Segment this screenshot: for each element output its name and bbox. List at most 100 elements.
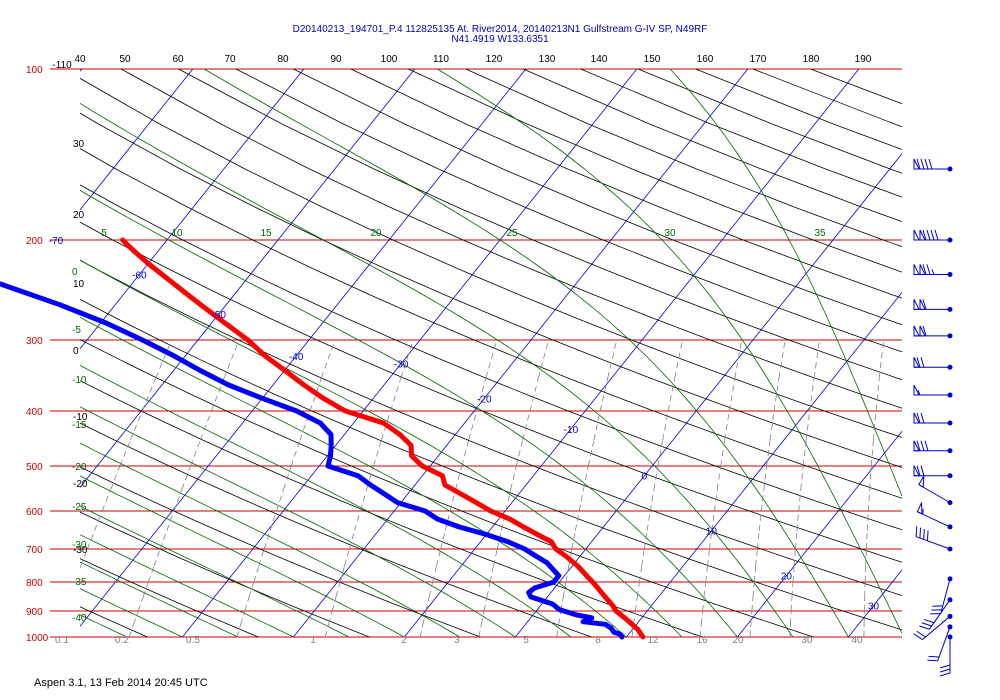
dry-adiabat-lines bbox=[79, 68, 903, 638]
moist-adiabat-label: -10 bbox=[72, 375, 87, 386]
wind-barb bbox=[930, 576, 953, 615]
dry-adiabat-line bbox=[79, 148, 903, 499]
mixing-ratio-line bbox=[236, 339, 336, 638]
dry-adiabat-line bbox=[79, 606, 148, 638]
dry-adiabat-line bbox=[810, 68, 903, 105]
wind-barb-full bbox=[915, 526, 918, 537]
moist-adiabat-label: -35 bbox=[72, 577, 87, 588]
moist-adiabat-label: -40 bbox=[72, 613, 87, 624]
wind-barb bbox=[919, 597, 953, 630]
isotherm-label: -60 bbox=[132, 270, 147, 281]
pressure-label: 800 bbox=[26, 578, 43, 589]
isotherm-lines bbox=[79, 68, 903, 638]
wind-barb-full bbox=[916, 465, 921, 476]
pressure-label: 200 bbox=[26, 236, 43, 247]
wind-barb bbox=[927, 624, 953, 662]
wind-barb-full bbox=[923, 618, 935, 624]
wind-barb bbox=[913, 440, 953, 454]
isotherm-label: 30 bbox=[868, 601, 880, 612]
moist-adiabat-line bbox=[79, 534, 294, 638]
footer-text: Aspen 3.1, 13 Feb 2014 20:45 UTC bbox=[34, 677, 208, 689]
mixing-ratio-line bbox=[556, 339, 618, 638]
moist-adiabat-line bbox=[79, 102, 794, 638]
top-scale-label: 170 bbox=[750, 54, 767, 65]
temperature-trace bbox=[120, 237, 646, 640]
isotherm-line bbox=[293, 68, 749, 638]
moist-adiabat-label: -25 bbox=[72, 502, 87, 513]
top-scale-label: 100 bbox=[381, 54, 398, 65]
isotherm-label: -70 bbox=[49, 236, 64, 247]
wind-barb-flag bbox=[918, 475, 925, 488]
left-scale-label: 20 bbox=[73, 210, 85, 221]
wind-barb-flag bbox=[913, 229, 920, 241]
mixing-ratio-line bbox=[128, 339, 240, 638]
wind-barb-half bbox=[917, 389, 921, 396]
wind-barb-staff bbox=[928, 599, 951, 630]
wind-barb-full bbox=[926, 229, 931, 241]
isotherm-label: -10 bbox=[564, 425, 579, 436]
left-scale-label: 10 bbox=[73, 279, 85, 290]
left-scale-label: 0 bbox=[73, 346, 79, 357]
dry-adiabat-line bbox=[752, 68, 903, 128]
moist-adiabat-label: 25 bbox=[506, 228, 518, 239]
top-scale-label: 80 bbox=[277, 54, 289, 65]
isotherm-label: 10 bbox=[706, 527, 718, 538]
wind-barb-full bbox=[930, 229, 935, 241]
moist-adiabat-line bbox=[79, 259, 683, 638]
pressure-label: 900 bbox=[26, 607, 43, 618]
wind-barb bbox=[913, 299, 953, 312]
top-scale-label: 140 bbox=[591, 54, 608, 65]
mixing-ratio-label: 5 bbox=[523, 635, 529, 646]
moist-adiabat-label: -20 bbox=[72, 462, 87, 473]
isotherm-line bbox=[79, 68, 305, 349]
wind-barb-full bbox=[922, 299, 927, 310]
moist-adiabat-label: 35 bbox=[814, 228, 826, 239]
wind-barb-full bbox=[920, 465, 925, 476]
dry-adiabat-line bbox=[408, 68, 903, 273]
wind-barb-staff bbox=[918, 484, 951, 504]
dry-adiabat-line bbox=[178, 68, 903, 381]
wind-barb-full bbox=[939, 672, 951, 677]
isotherm-label: 0 bbox=[642, 472, 648, 483]
isotherm-label: 20 bbox=[781, 572, 793, 583]
left-scale-label: -30 bbox=[73, 545, 88, 556]
isobar-lines bbox=[50, 68, 902, 638]
wind-barb-full bbox=[923, 528, 925, 540]
isotherm-line bbox=[848, 569, 903, 638]
wind-barb-full bbox=[916, 440, 921, 451]
isotherm-label: -40 bbox=[289, 352, 304, 363]
mixing-ratio-label: 8 bbox=[595, 635, 601, 646]
wind-barb-flag bbox=[913, 412, 920, 424]
wind-barb bbox=[913, 357, 953, 370]
dry-adiabat-line bbox=[79, 558, 259, 638]
wind-barb-flag bbox=[919, 299, 926, 310]
dry-adiabat-line bbox=[580, 68, 903, 198]
wind-barb-full bbox=[926, 264, 931, 275]
mixing-ratio-line bbox=[324, 339, 414, 638]
wind-barb-flag bbox=[913, 158, 920, 170]
wind-barb bbox=[913, 229, 953, 243]
dry-adiabat-line bbox=[79, 112, 903, 468]
dry-adiabat-line bbox=[79, 221, 903, 563]
wind-barb-full bbox=[920, 440, 925, 451]
top-scale-label: 110 bbox=[433, 54, 449, 65]
wind-barb-full bbox=[916, 357, 921, 368]
wind-barb-half bbox=[931, 269, 935, 275]
moist-adiabat-line bbox=[79, 561, 239, 638]
dry-adiabat-line bbox=[79, 184, 903, 531]
wind-barb bbox=[913, 384, 953, 398]
wind-barb-flag bbox=[913, 440, 920, 452]
mixing-ratio-label: 20 bbox=[732, 635, 744, 646]
moist-adiabat-label: 0 bbox=[72, 267, 78, 278]
isotherm-label: -50 bbox=[212, 310, 227, 321]
moist-adiabat-label: -30 bbox=[72, 540, 87, 551]
moist-adiabat-line bbox=[79, 365, 572, 638]
isotherm-line bbox=[79, 68, 194, 211]
isotherm-line bbox=[79, 68, 83, 72]
mixing-ratio-line bbox=[478, 339, 549, 638]
moist-adiabat-label: 5 bbox=[101, 228, 107, 239]
top-scale-label: -110 bbox=[52, 60, 72, 71]
dry-adiabat-line bbox=[79, 422, 592, 638]
